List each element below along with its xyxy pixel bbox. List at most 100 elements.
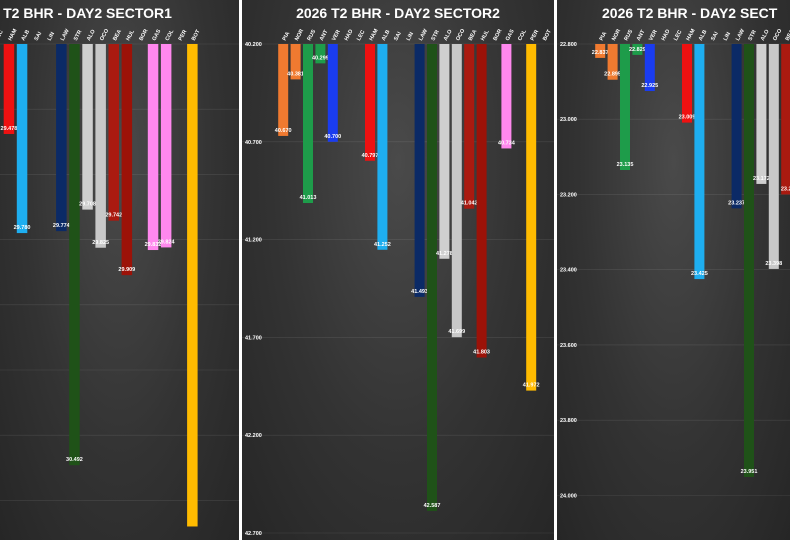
data-label: 41.699 [448,329,465,335]
data-label: 23.425 [691,271,708,277]
driver-tick-label: LEC [356,29,366,42]
driver-tick-label: ALO [760,28,771,42]
y-tick-label: 40.700 [245,140,262,146]
driver-tick-label: ALB [21,29,32,42]
bar-law [731,44,742,209]
driver-tick-label: BEA [785,29,790,42]
data-label: 23.2 [781,186,790,192]
bar-nor [290,44,301,80]
chart-title: 2026 T2 BHR - DAY2 SECTOR1 [0,5,172,21]
bar-hul [476,44,487,358]
bar-ver [327,44,338,142]
bar-ant [632,44,643,55]
driver-tick-label: ANT [636,29,647,42]
driver-tick-label: GAS [152,28,163,42]
driver-tick-label: HAM [7,28,18,42]
chart-svg: 2026 T2 BHR - DAY2 SECT 22.800 23.000 23.20… [557,5,790,499]
data-label: 22.925 [641,83,658,89]
bar-law [56,44,67,232]
data-label: 29.708 [79,202,96,208]
driver-tick-label: SAI [393,31,403,42]
data-label: 23.172 [753,176,770,182]
data-label: 30.492 [66,457,83,463]
data-label: 40.299 [312,55,329,61]
bar-alo [82,44,93,210]
bar-ant [315,44,326,64]
data-label: 40.381 [287,71,304,77]
driver-tick-label: PER [178,29,189,42]
driver-tick-label: SAI [34,31,44,42]
driver-tick-label: BOR [138,28,149,42]
y-tick-label: 22.800 [560,42,577,48]
driver-tick-label: STR [430,29,440,42]
driver-tick-label: HUL [480,29,491,42]
driver-tick-label: ANT [319,29,330,42]
data-label: 23.398 [765,261,782,267]
data-label: 41.013 [300,195,317,201]
data-label: 41.042 [461,201,478,207]
bar-oco [95,44,106,248]
driver-tick-label: LEC [0,29,5,42]
driver-tick-label: NOR [294,28,305,42]
chart-title: 2026 T2 BHR - DAY2 SECTOR2 [296,5,500,21]
bar-bea [108,44,119,221]
driver-tick-label: STR [73,29,83,42]
bar-hul [121,44,133,276]
bar-gas [147,44,159,251]
driver-tick-label: NOR [611,28,622,42]
driver-tick-label: OCO [99,27,111,42]
data-label: 29.780 [14,225,31,231]
y-tick-label: 23.400 [560,268,577,274]
driver-tick-label: ALB [698,29,709,42]
driver-tick-label: STR [747,29,757,42]
bar-pia [278,44,289,136]
driver-tick-label: LAW [418,28,429,42]
bar-ham [365,44,375,161]
driver-tick-label: ALO [86,28,97,42]
data-label: 42.587 [424,503,441,509]
driver-tick-label: BOT [542,28,553,42]
driver-tick-label: HAM [685,28,696,42]
driver-tick-label: COL [517,28,528,42]
data-label: 29.909 [118,267,135,273]
sector3-panel: 2026 T2 BHR - DAY2 SECT 22.800 23.000 23.20… [557,0,790,540]
driver-tick-label: PIA [599,31,609,42]
bar-ham [682,44,692,123]
bar-alb [377,44,388,250]
bar-str [69,44,80,466]
y-tick-label: 42.700 [245,531,262,537]
data-label: 41.252 [374,242,391,248]
driver-tick-label: HAD [661,29,672,42]
bar-alo [439,44,450,259]
driver-tick-label: ALB [381,29,392,42]
driver-tick-label: GAS [505,28,516,42]
driver-tick-label: ALO [443,28,454,42]
driver-tick-label: HAM [368,28,379,42]
y-tick-label: 23.200 [560,192,577,198]
driver-tick-label: LIN [723,31,732,42]
driver-tick-label: OCO [772,27,784,42]
driver-tick-label: HAD [344,29,355,42]
chart-svg: 2026 T2 BHR - DAY2 SECTOR1ANTVER29.431HA… [0,5,239,527]
driver-tick-label: VER [648,29,659,42]
chart-svg: 2026 T2 BHR - DAY2 SECTOR2 40.200 40.700 41… [242,5,554,537]
data-label: 23.951 [741,469,758,475]
y-tick-label: 24.000 [560,493,577,499]
bar-gas [501,44,512,149]
driver-tick-label: RUS [306,29,317,42]
data-label: 41.972 [523,383,540,389]
driver-tick-label: LAW [735,28,746,42]
data-label: 40.700 [324,134,341,140]
bar-str [427,44,437,511]
bar-alb [16,44,28,234]
data-label: 29.742 [105,213,122,219]
bar-pia [595,44,606,58]
data-label: 23.237 [728,200,745,206]
data-label: 40.734 [498,140,516,146]
driver-tick-label: HUL [125,29,136,42]
data-label: 29.774 [53,223,71,229]
bar-alb [694,44,705,280]
data-label: 29.824 [158,239,176,245]
driver-tick-label: LIN [47,31,56,42]
